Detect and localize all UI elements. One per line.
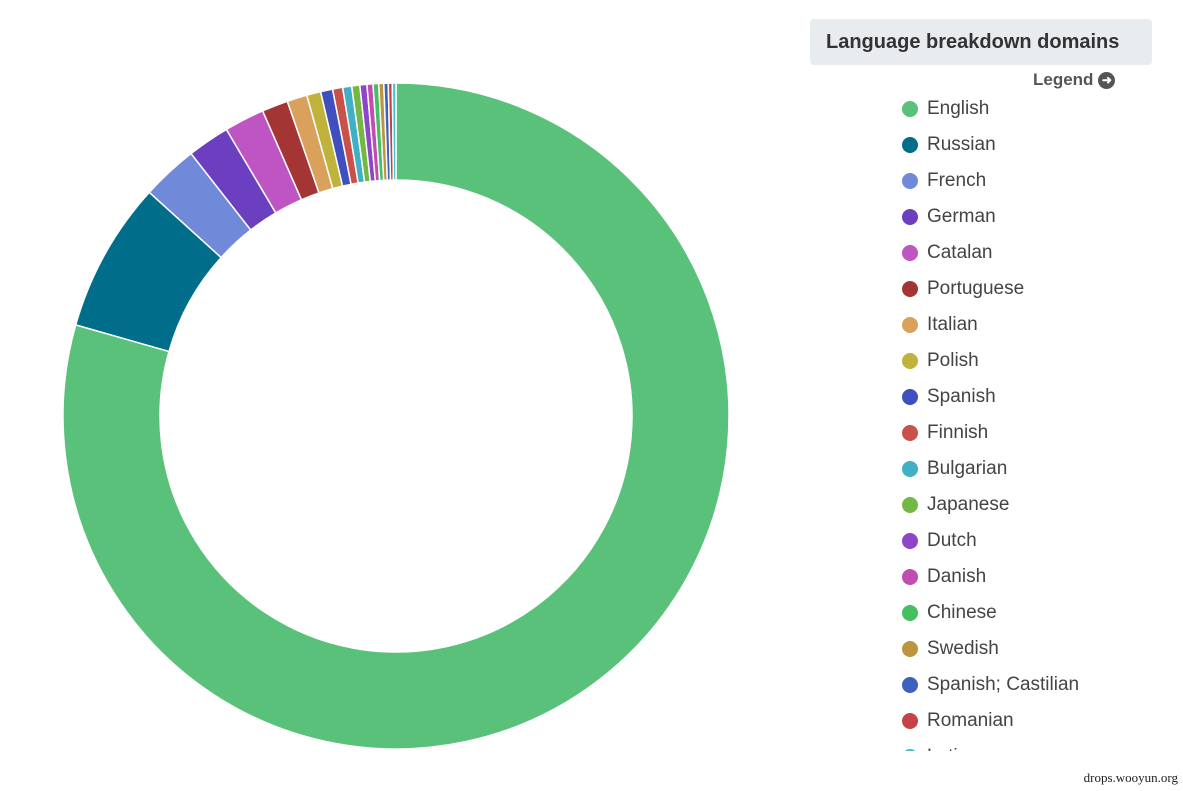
- legend-swatch: [902, 461, 918, 477]
- legend-label: Finnish: [927, 422, 989, 443]
- legend-swatch: [902, 497, 918, 513]
- legend-label: Russian: [927, 134, 996, 155]
- legend-label: Japanese: [927, 494, 1010, 515]
- legend-item-spanish-castilian[interactable]: Spanish; Castilian: [902, 667, 1079, 703]
- legend-item-french[interactable]: French: [902, 163, 986, 199]
- pie-slice-english[interactable]: [62, 82, 730, 750]
- legend-swatch: [902, 137, 918, 153]
- legend-item-dutch[interactable]: Dutch: [902, 523, 977, 559]
- arrow-right-circle-icon: ➜: [1098, 71, 1116, 89]
- legend-item-danish[interactable]: Danish: [902, 559, 986, 595]
- legend-swatch: [902, 425, 918, 441]
- legend-item-latin[interactable]: Latin: [902, 739, 968, 751]
- legend-swatch: [902, 569, 918, 585]
- legend-swatch: [902, 749, 918, 751]
- legend-item-english[interactable]: English: [902, 91, 989, 127]
- legend-label: Spanish; Castilian: [927, 674, 1080, 695]
- legend-label: Swedish: [927, 638, 999, 659]
- chart-legend: English Russian French German Catalan Portugu…: [902, 91, 1172, 751]
- legend-item-bulgarian[interactable]: Bulgarian: [902, 451, 1007, 487]
- legend-swatch: [902, 281, 918, 297]
- legend-swatch: [902, 173, 918, 189]
- legend-item-portuguese[interactable]: Portuguese: [902, 271, 1024, 307]
- legend-swatch: [902, 101, 918, 117]
- legend-item-german[interactable]: German: [902, 199, 996, 235]
- legend-label: Latin: [927, 746, 968, 751]
- legend-swatch: [902, 641, 918, 657]
- legend-label: Italian: [927, 314, 978, 335]
- legend-item-polish[interactable]: Polish: [902, 343, 979, 379]
- legend-label: Portuguese: [927, 278, 1025, 299]
- legend-label: French: [927, 170, 987, 191]
- legend-label: Danish: [927, 566, 987, 587]
- chart-title: Language breakdown domains: [826, 30, 1120, 53]
- legend-item-finnish[interactable]: Finnish: [902, 415, 988, 451]
- legend-item-swedish[interactable]: Swedish: [902, 631, 999, 667]
- watermark: drops.wooyun.org: [1083, 770, 1178, 785]
- legend-label: Polish: [927, 350, 979, 371]
- legend-swatch: [902, 209, 918, 225]
- legend-toggle-button[interactable]: Legend ➜: [1033, 70, 1116, 90]
- legend-toggle-label: Legend: [1033, 70, 1094, 89]
- legend-swatch: [902, 533, 918, 549]
- legend-label: Spanish: [927, 386, 996, 407]
- legend-label: Dutch: [927, 530, 977, 551]
- donut-chart: [62, 82, 730, 750]
- legend-swatch: [902, 245, 918, 261]
- legend-swatch: [902, 713, 918, 729]
- legend-item-italian[interactable]: Italian: [902, 307, 978, 343]
- legend-label: Chinese: [927, 602, 997, 623]
- legend-item-japanese[interactable]: Japanese: [902, 487, 1009, 523]
- pie-slice-latin[interactable]: [391, 82, 397, 181]
- legend-item-spanish[interactable]: Spanish: [902, 379, 996, 415]
- legend-label: Romanian: [927, 710, 1014, 731]
- legend-label: Bulgarian: [927, 458, 1008, 479]
- legend-swatch: [902, 317, 918, 333]
- legend-swatch: [902, 353, 918, 369]
- legend-swatch: [902, 677, 918, 693]
- legend-label: Catalan: [927, 242, 993, 263]
- legend-swatch: [902, 389, 918, 405]
- legend-label: German: [927, 206, 996, 227]
- chart-title-box: Language breakdown domains: [810, 19, 1152, 65]
- legend-item-romanian[interactable]: Romanian: [902, 703, 1014, 739]
- legend-swatch: [902, 605, 918, 621]
- legend-item-catalan[interactable]: Catalan: [902, 235, 993, 271]
- legend-item-chinese[interactable]: Chinese: [902, 595, 997, 631]
- legend-label: English: [927, 98, 990, 119]
- legend-item-russian[interactable]: Russian: [902, 127, 996, 163]
